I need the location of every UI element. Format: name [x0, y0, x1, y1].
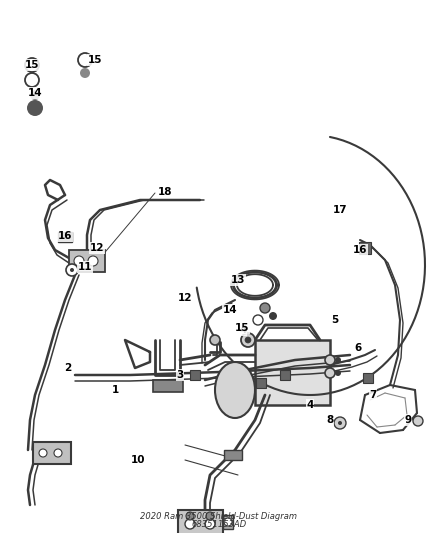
Text: 16: 16 — [353, 245, 367, 255]
Text: 11: 11 — [78, 262, 92, 272]
Circle shape — [186, 512, 194, 520]
Circle shape — [54, 449, 62, 457]
Bar — [153, 380, 183, 392]
Bar — [190, 370, 200, 380]
Text: 2: 2 — [64, 363, 72, 373]
Circle shape — [245, 337, 251, 343]
Circle shape — [241, 333, 255, 347]
Circle shape — [185, 519, 195, 529]
Bar — [224, 450, 242, 460]
Bar — [280, 370, 290, 380]
Circle shape — [88, 256, 98, 266]
Circle shape — [70, 268, 74, 272]
Text: 13: 13 — [231, 275, 245, 285]
Bar — [359, 242, 371, 254]
Circle shape — [66, 264, 78, 276]
Circle shape — [335, 370, 341, 376]
Circle shape — [206, 512, 214, 520]
Circle shape — [325, 355, 335, 365]
Circle shape — [74, 256, 84, 266]
Text: 5: 5 — [332, 315, 339, 325]
Circle shape — [325, 368, 335, 378]
Text: 6: 6 — [354, 343, 362, 353]
Bar — [58, 232, 72, 242]
Text: 10: 10 — [131, 455, 145, 465]
Circle shape — [30, 90, 40, 100]
Text: 16: 16 — [58, 231, 72, 241]
Text: 15: 15 — [25, 60, 39, 70]
Text: 9: 9 — [404, 415, 412, 425]
Circle shape — [25, 73, 39, 87]
Circle shape — [210, 335, 220, 345]
Circle shape — [205, 519, 215, 529]
Circle shape — [78, 53, 92, 67]
Circle shape — [39, 449, 47, 457]
Text: 15: 15 — [235, 323, 249, 333]
Text: 1: 1 — [111, 385, 119, 395]
Text: 18: 18 — [158, 187, 172, 197]
Bar — [223, 515, 233, 529]
Text: 14: 14 — [223, 305, 237, 315]
Circle shape — [334, 417, 346, 429]
Text: 4: 4 — [239, 325, 247, 335]
Circle shape — [338, 421, 342, 425]
Text: 2020 Ram 3500 Shield-Dust Diagram: 2020 Ram 3500 Shield-Dust Diagram — [141, 512, 297, 521]
Text: 3: 3 — [177, 370, 184, 380]
Bar — [178, 510, 223, 533]
Text: 15: 15 — [88, 55, 102, 65]
Bar — [33, 442, 71, 464]
Circle shape — [260, 303, 270, 313]
Bar — [256, 378, 266, 388]
Text: 17: 17 — [333, 205, 347, 215]
Text: 12: 12 — [90, 243, 104, 253]
Bar — [69, 250, 105, 272]
Text: 68351153AD: 68351153AD — [191, 520, 247, 529]
Bar — [255, 340, 330, 405]
Circle shape — [335, 357, 341, 363]
Bar — [363, 373, 372, 383]
Circle shape — [80, 68, 90, 78]
Text: 4: 4 — [306, 400, 314, 410]
Circle shape — [413, 416, 423, 426]
Ellipse shape — [215, 362, 255, 418]
Text: 12: 12 — [178, 293, 192, 303]
Circle shape — [253, 315, 263, 325]
Text: 8: 8 — [326, 415, 334, 425]
Circle shape — [224, 518, 232, 526]
Circle shape — [269, 312, 277, 320]
Text: 7: 7 — [369, 390, 377, 400]
Text: 14: 14 — [28, 88, 42, 98]
Circle shape — [25, 58, 39, 72]
Circle shape — [27, 100, 43, 116]
